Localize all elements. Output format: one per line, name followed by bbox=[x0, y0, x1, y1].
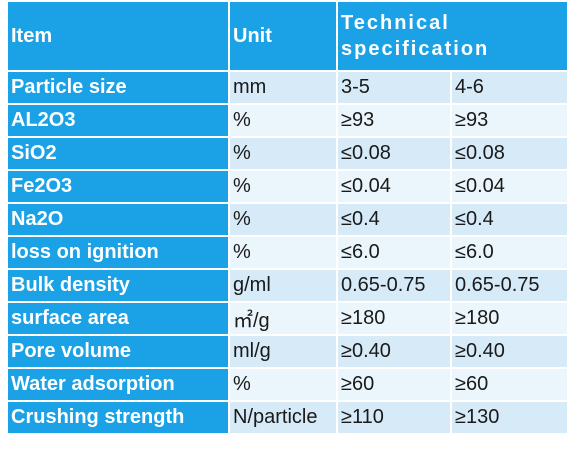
table-cell: ≥0.40 bbox=[338, 336, 450, 367]
table-cell: 3-5 bbox=[338, 72, 450, 103]
table-cell: ≥180 bbox=[452, 303, 567, 334]
table-row: AL2O3% ≥93 ≥93 bbox=[8, 105, 567, 136]
row-label: Particle size bbox=[8, 72, 228, 103]
table-cell: 4-6 bbox=[452, 72, 567, 103]
table-body: Item Unit Technical specification Partic… bbox=[8, 2, 567, 433]
table-cell: ≤6.0 bbox=[338, 237, 450, 268]
row-label: Fe2O3 bbox=[8, 171, 228, 202]
row-label: Na2O bbox=[8, 204, 228, 235]
table-cell: % bbox=[230, 369, 336, 400]
table-cell: ml/g bbox=[230, 336, 336, 367]
table-cell: ≤0.4 bbox=[338, 204, 450, 235]
table-row: Crushing strength N/particle ≥110 ≥130 bbox=[8, 402, 567, 433]
row-label: SiO2 bbox=[8, 138, 228, 169]
table-row: Pore volume ml/g ≥0.40 ≥0.40 bbox=[8, 336, 567, 367]
table-cell: % bbox=[230, 237, 336, 268]
header-cell: Unit bbox=[230, 2, 336, 70]
table-cell: ≥130 bbox=[452, 402, 567, 433]
row-label: Pore volume bbox=[8, 336, 228, 367]
table-cell: 0.65-0.75 bbox=[338, 270, 450, 301]
table-cell: ≥93 bbox=[338, 105, 450, 136]
table-cell: ≤6.0 bbox=[452, 237, 567, 268]
table-cell: ㎡/g bbox=[230, 303, 336, 334]
table-row: Water adsorption% ≥60 ≥60 bbox=[8, 369, 567, 400]
table-cell: ≤0.08 bbox=[452, 138, 567, 169]
row-label: Crushing strength bbox=[8, 402, 228, 433]
table-cell: ≤0.4 bbox=[452, 204, 567, 235]
table-row: Na2O% ≤0.4 ≤0.4 bbox=[8, 204, 567, 235]
table-cell: % bbox=[230, 204, 336, 235]
table-cell: % bbox=[230, 171, 336, 202]
row-label: loss on ignition bbox=[8, 237, 228, 268]
row-label: Water adsorption bbox=[8, 369, 228, 400]
table-cell: ≥93 bbox=[452, 105, 567, 136]
table-cell: ≥0.40 bbox=[452, 336, 567, 367]
table-row: Fe2O3% ≤0.04 ≤0.04 bbox=[8, 171, 567, 202]
table-cell: ≤0.08 bbox=[338, 138, 450, 169]
table-cell: % bbox=[230, 138, 336, 169]
table-cell: ≤0.04 bbox=[338, 171, 450, 202]
table-cell: ≥60 bbox=[452, 369, 567, 400]
row-label: Bulk density bbox=[8, 270, 228, 301]
header-cell: Technical specification bbox=[338, 2, 567, 70]
table-cell: ≥110 bbox=[338, 402, 450, 433]
row-label: surface area bbox=[8, 303, 228, 334]
spec-table: Item Unit Technical specification Partic… bbox=[6, 0, 569, 435]
table-cell: 0.65-0.75 bbox=[452, 270, 567, 301]
table-cell: ≤0.04 bbox=[452, 171, 567, 202]
table-cell: mm bbox=[230, 72, 336, 103]
table-cell: % bbox=[230, 105, 336, 136]
header-cell: Item bbox=[8, 2, 228, 70]
table-cell: N/particle bbox=[230, 402, 336, 433]
table-cell: ≥180 bbox=[338, 303, 450, 334]
row-label: AL2O3 bbox=[8, 105, 228, 136]
table-row: Bulk density g/ml 0.65-0.75 0.65-0.75 bbox=[8, 270, 567, 301]
table-row: loss on ignition% ≤6.0 ≤6.0 bbox=[8, 237, 567, 268]
table-row: SiO2% ≤0.08 ≤0.08 bbox=[8, 138, 567, 169]
table-cell: g/ml bbox=[230, 270, 336, 301]
table-cell: ≥60 bbox=[338, 369, 450, 400]
table-row: Particle size mm 3-5 4-6 bbox=[8, 72, 567, 103]
table-row: surface area ㎡/g ≥180 ≥180 bbox=[8, 303, 567, 334]
header-row: Item Unit Technical specification bbox=[8, 2, 567, 70]
